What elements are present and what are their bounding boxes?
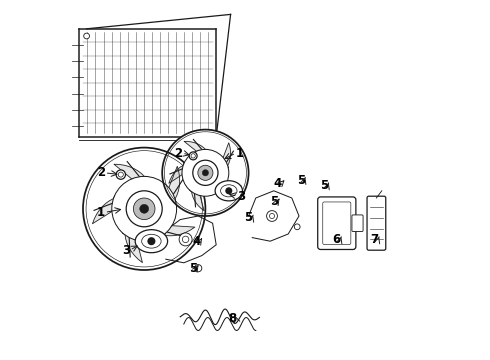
Circle shape [126,191,162,227]
Circle shape [193,160,218,185]
FancyBboxPatch shape [367,196,386,250]
Polygon shape [169,163,184,183]
FancyBboxPatch shape [318,197,356,249]
Text: 4: 4 [192,235,200,248]
Circle shape [179,233,192,246]
Text: 2: 2 [97,166,105,179]
Ellipse shape [215,181,243,201]
Polygon shape [217,185,241,193]
Polygon shape [93,195,115,224]
Ellipse shape [135,230,168,253]
Text: 8: 8 [228,312,237,325]
Circle shape [182,149,229,196]
Circle shape [147,237,155,245]
Polygon shape [122,233,143,263]
Circle shape [202,170,209,176]
Circle shape [140,204,148,213]
Circle shape [116,170,125,179]
Circle shape [294,224,300,230]
Polygon shape [223,143,231,168]
Text: 1: 1 [236,147,244,159]
Polygon shape [190,190,204,211]
Polygon shape [248,191,299,241]
Text: 5: 5 [189,262,197,275]
Circle shape [225,187,232,194]
Text: 4: 4 [273,177,282,190]
Polygon shape [184,141,208,151]
Text: 2: 2 [174,147,182,159]
Circle shape [267,211,277,221]
Circle shape [198,165,213,180]
Text: 5: 5 [320,179,328,192]
Circle shape [83,148,205,270]
Polygon shape [169,166,180,202]
Text: 1: 1 [97,206,105,219]
Polygon shape [162,216,216,263]
Circle shape [189,152,197,160]
Polygon shape [114,164,147,179]
Text: 5: 5 [296,174,305,186]
FancyBboxPatch shape [352,215,363,231]
Circle shape [112,176,176,241]
Text: 5: 5 [245,211,253,224]
Circle shape [133,198,155,220]
Polygon shape [160,226,195,237]
Circle shape [84,33,90,39]
Text: 3: 3 [122,244,130,257]
Circle shape [195,265,202,272]
Circle shape [162,130,248,216]
Text: 5: 5 [270,195,278,208]
Text: 6: 6 [333,233,341,246]
Text: 3: 3 [237,190,245,203]
Text: 7: 7 [370,233,379,246]
